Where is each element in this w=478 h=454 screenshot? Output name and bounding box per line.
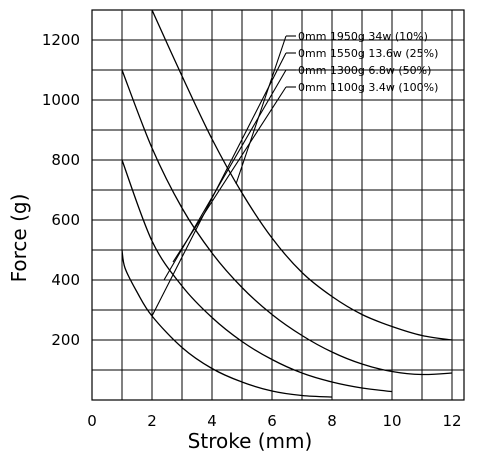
series-line-2 bbox=[121, 69, 453, 376]
series-label-leaders bbox=[151, 35, 296, 317]
x-tick-label: 4 bbox=[207, 412, 217, 430]
y-tick-label: 1000 bbox=[42, 91, 80, 109]
x-tick-label: 10 bbox=[382, 412, 401, 430]
y-tick-label: 1200 bbox=[42, 31, 80, 49]
x-axis-title: Stroke (mm) bbox=[188, 429, 313, 453]
x-tick-label: 8 bbox=[327, 412, 337, 430]
y-tick-labels: 200 400 600 800 1000 1200 bbox=[42, 31, 80, 349]
x-tick-label: 6 bbox=[267, 412, 277, 430]
y-tick-label: 400 bbox=[51, 271, 80, 289]
series-line-1 bbox=[151, 10, 453, 341]
x-tick-labels: 0 2 4 6 8 10 12 bbox=[87, 412, 461, 430]
series-label-4: 0mm 1100g 3.4w (100%) bbox=[298, 81, 438, 94]
plot-frame bbox=[91, 9, 465, 401]
x-tick-label: 12 bbox=[442, 412, 461, 430]
series-line-4 bbox=[121, 249, 333, 398]
series-curves bbox=[121, 10, 453, 398]
y-tick-label: 200 bbox=[51, 331, 80, 349]
y-tick-label: 600 bbox=[51, 211, 80, 229]
x-tick-label: 2 bbox=[147, 412, 157, 430]
series-label-2: 0mm 1550g 13.6w (25%) bbox=[298, 47, 438, 60]
series-label-leader-1 bbox=[235, 35, 287, 185]
x-tick-label: 0 bbox=[87, 412, 97, 430]
y-tick-label: 800 bbox=[51, 151, 80, 169]
series-label-leader-4 bbox=[172, 86, 287, 263]
series-line-3 bbox=[121, 159, 393, 393]
series-label-1: 0mm 1950g 34w (10%) bbox=[298, 30, 428, 43]
series-labels: 0mm 1950g 34w (10%) 0mm 1550g 13.6w (25%)… bbox=[298, 30, 438, 94]
series-label-3: 0mm 1300g 6.8w (50%) bbox=[298, 64, 431, 77]
y-axis-title: Force (g) bbox=[7, 194, 31, 283]
